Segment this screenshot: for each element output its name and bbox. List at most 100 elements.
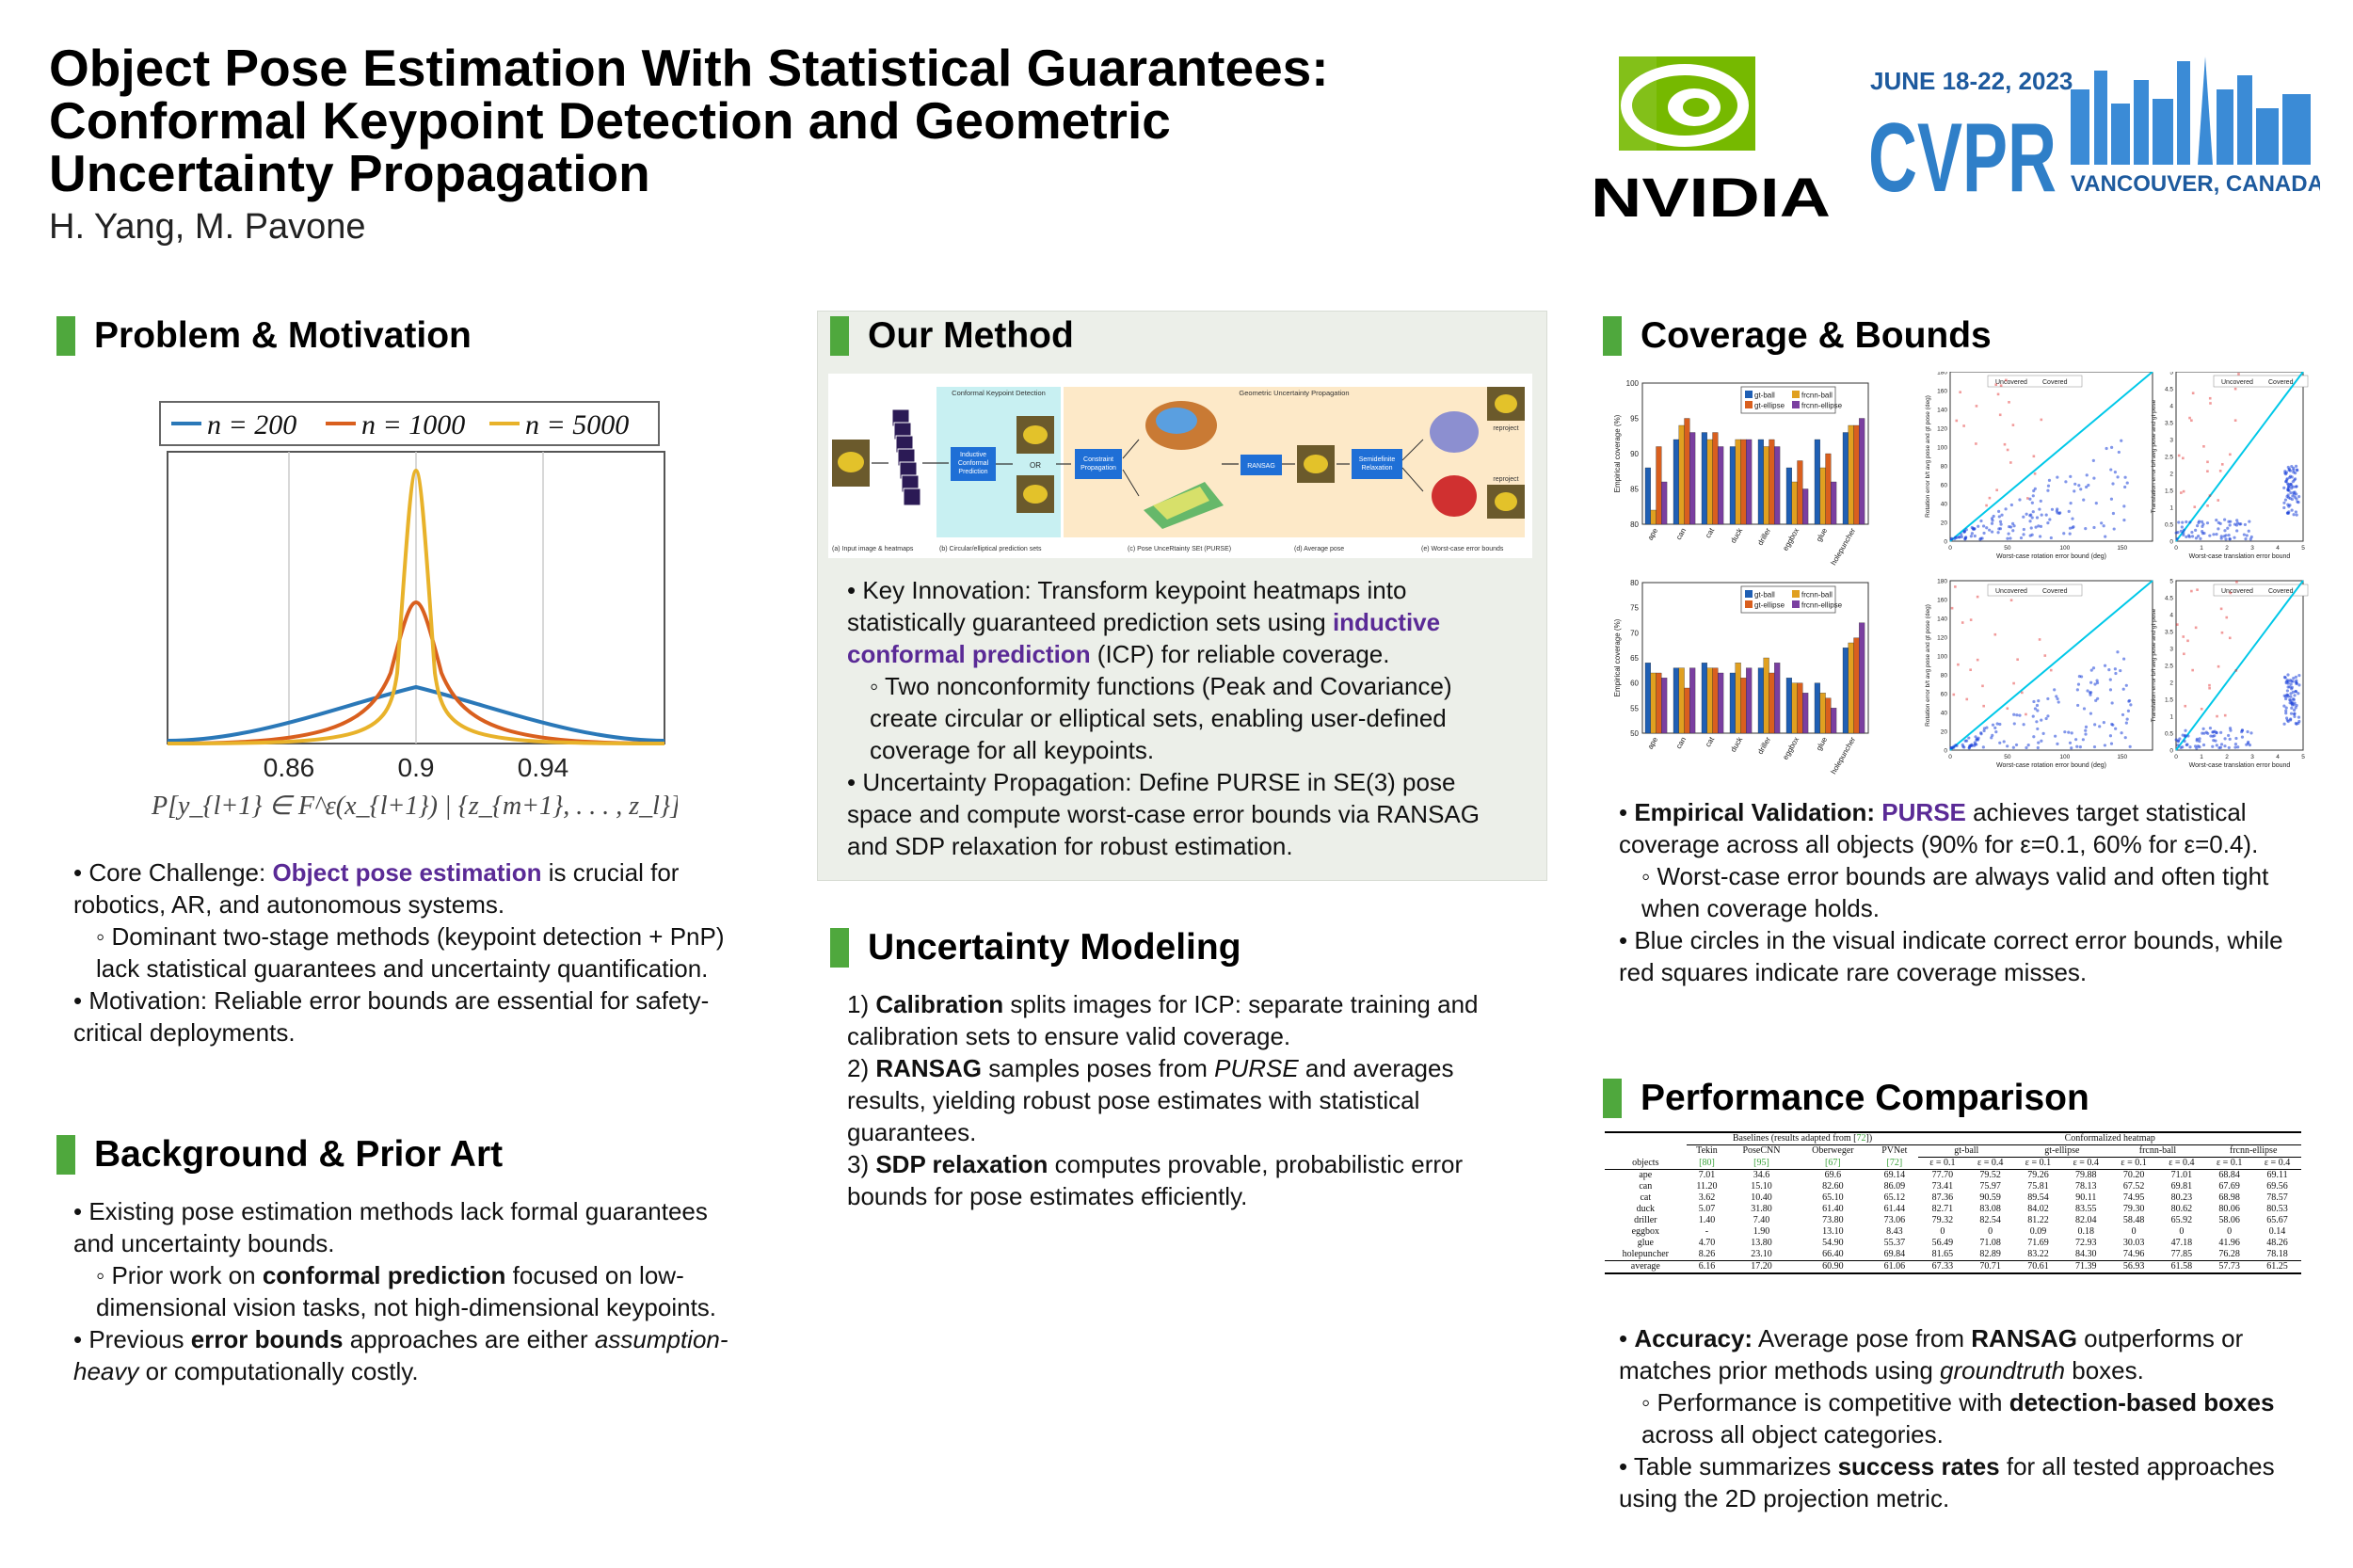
covered-point xyxy=(2282,501,2286,504)
covered-point xyxy=(2290,475,2294,479)
y-tick-label: 40 xyxy=(1941,502,1948,508)
covered-point xyxy=(2175,536,2179,541)
uncovered-point xyxy=(2208,683,2211,687)
table-cell: 57.73 xyxy=(2218,1261,2240,1272)
diagonal-line xyxy=(1949,372,2153,542)
covered-point xyxy=(2062,532,2066,536)
covered-point xyxy=(2098,725,2102,728)
covered-point xyxy=(2181,733,2185,737)
y-tick-label: 60 xyxy=(1941,483,1948,489)
covered-point xyxy=(1991,733,1994,737)
y-tick-label: 4 xyxy=(2169,404,2173,410)
covered-point xyxy=(2078,745,2082,749)
covered-point xyxy=(2288,504,2292,507)
covered-point xyxy=(2069,474,2073,478)
uncovered-point xyxy=(2003,442,2007,446)
covered-point xyxy=(2226,526,2230,530)
uncovered-point xyxy=(2009,599,2013,602)
uncovered-point xyxy=(2177,454,2181,457)
table-cell: - xyxy=(1705,1226,1709,1237)
caption-c: (c) Pose UnceRtainty SEt (PURSE) xyxy=(1128,546,1231,552)
uncovered-point xyxy=(2208,686,2211,690)
bar-gt-ball-duck xyxy=(1729,672,1736,734)
table-cell: 73.80 xyxy=(1822,1215,1844,1225)
y-tick-label: 5 xyxy=(2169,579,2173,585)
legend-uncovered: Uncovered xyxy=(2221,379,2253,386)
covered-point xyxy=(2032,488,2036,493)
bar-gt-ball-duck xyxy=(1729,446,1736,525)
uncovered-point xyxy=(1957,663,1960,666)
problem-b2: • Motivation: Reliable error bounds are … xyxy=(73,986,710,1047)
y-tick-label: 2 xyxy=(2169,680,2173,687)
uncovered-point xyxy=(2219,607,2223,611)
table-cell: 78.13 xyxy=(2075,1181,2097,1192)
covered-point xyxy=(2125,481,2129,485)
table-cell: 79.26 xyxy=(2027,1170,2049,1180)
y-tick-label: 0.5 xyxy=(2165,731,2173,738)
method-b1-em: inductive conformal prediction xyxy=(847,608,1441,668)
x-axis-label: Worst-case rotation error bound (deg) xyxy=(1996,762,2106,769)
x-tick-label: duck xyxy=(1729,735,1745,754)
table-cell: 83.55 xyxy=(2075,1204,2097,1214)
y-axis-label: Translation error b/t avg pose and gt po… xyxy=(2151,399,2157,513)
table-cell: 69.11 xyxy=(2266,1170,2288,1180)
y-tick-label: 180 xyxy=(1937,372,1947,376)
x-tick-label: 2 xyxy=(2225,545,2229,552)
covered-point xyxy=(1979,519,1983,523)
table-cell: 61.25 xyxy=(2266,1261,2288,1272)
table-cell: 83.08 xyxy=(1979,1204,2001,1214)
table-cell: 10.40 xyxy=(1751,1192,1772,1203)
covered-point xyxy=(2244,536,2248,541)
covered-point xyxy=(2283,676,2287,680)
uncovered-point xyxy=(1955,419,1959,423)
covered-point xyxy=(2297,495,2301,499)
method-name: gt-ellipse xyxy=(2014,1144,2110,1158)
table-cell: 23.10 xyxy=(1751,1249,1772,1259)
uncovered-point xyxy=(1985,504,1988,507)
covered-point xyxy=(1972,527,1977,531)
covered-point xyxy=(2200,520,2204,523)
covered-point xyxy=(2000,513,2004,517)
scatter-legend xyxy=(1987,584,2083,597)
uncovered-point xyxy=(2223,713,2227,717)
covered-point xyxy=(2089,668,2093,672)
covered-point xyxy=(2120,731,2123,735)
uncovered-point xyxy=(2025,712,2027,716)
x-tick-label: 4 xyxy=(2276,754,2280,760)
covered-point xyxy=(2248,520,2251,523)
bar-gt-ellipse-eggbox xyxy=(1797,682,1803,734)
y-tick-label: 140 xyxy=(1937,616,1947,623)
uncovered-point xyxy=(2209,402,2212,405)
bar-gt-ball-can xyxy=(1673,667,1679,734)
covered-point xyxy=(2217,745,2221,750)
table-cell: 11.20 xyxy=(1696,1181,1718,1192)
covered-point xyxy=(2011,745,2015,749)
covered-point xyxy=(2070,746,2073,750)
perf-b1-em2: RANSAG xyxy=(1971,1324,2077,1352)
uncovered-point xyxy=(2188,416,2191,420)
covered-point xyxy=(2075,688,2079,692)
bar-gt-ball-driller xyxy=(1757,667,1764,734)
section-bar xyxy=(830,316,849,356)
covered-point xyxy=(2229,728,2233,732)
table-row: glue 4.70 13.80 54.90 55.37 56.49 71.08 71.69 72… xyxy=(1605,1238,2301,1249)
x-tick-label: duck xyxy=(1729,526,1745,545)
y-tick-label: 80 xyxy=(1941,464,1948,471)
uncovered-point xyxy=(2217,499,2220,502)
y-tick-label: 160 xyxy=(1937,598,1947,604)
covered-point xyxy=(2071,517,2074,520)
table-cell: 74.95 xyxy=(2122,1192,2145,1203)
unc-i2-post: and averages results, yielding robust po… xyxy=(847,1054,1454,1146)
covered-point xyxy=(1961,743,1964,746)
table-cell: 61.58 xyxy=(2170,1261,2193,1272)
covered-point xyxy=(2283,498,2288,502)
x-tick-label: 50 xyxy=(2004,754,2011,760)
table-cell: 13.80 xyxy=(1751,1238,1772,1248)
covered-point xyxy=(2095,680,2100,685)
performance-table: Baselines (results adapted from [72]) Co… xyxy=(1605,1131,2301,1274)
eps-label: ε = 0.1 xyxy=(1929,1158,1956,1168)
legend-swatch xyxy=(1792,391,1800,398)
uncovered-point xyxy=(2182,456,2185,460)
covered-point xyxy=(2286,465,2290,470)
covered-point xyxy=(2215,533,2218,536)
